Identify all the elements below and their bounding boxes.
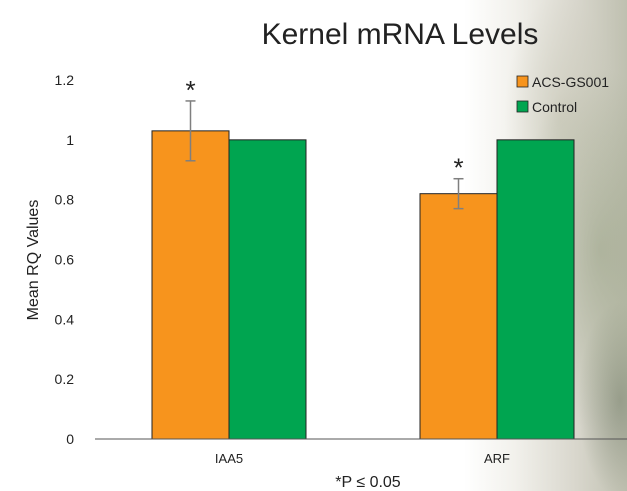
bar-acs-gs001-arf (419, 193, 498, 440)
bar-control-arf (496, 139, 575, 440)
legend-label: ACS-GS001 (532, 74, 609, 90)
x-axis-categories: IAA5 ARF (215, 451, 510, 466)
y-tick-label: 1 (66, 132, 74, 148)
legend-swatch-control (516, 100, 529, 113)
bars-group: ** (151, 75, 575, 440)
significance-star: * (453, 153, 463, 183)
x-tick-label: IAA5 (215, 451, 243, 466)
bar-acs-gs001-iaa5 (151, 130, 230, 440)
bar-control-iaa5 (228, 139, 307, 440)
y-tick-label: 1.2 (55, 72, 75, 88)
y-tick-label: 0.8 (55, 192, 75, 208)
significance-footnote: *P ≤ 0.05 (335, 474, 401, 491)
y-tick-label: 0.2 (55, 371, 75, 387)
legend: ACS-GS001 Control (516, 74, 609, 115)
y-axis-ticks: 0 0.2 0.4 0.6 0.8 1 1.2 (55, 72, 75, 447)
y-axis-label: Mean RQ Values (25, 200, 42, 321)
significance-star: * (185, 75, 195, 105)
y-tick-label: 0 (66, 431, 74, 447)
y-tick-label: 0.6 (55, 252, 75, 268)
y-tick-label: 0.4 (55, 311, 75, 327)
x-tick-label: ARF (484, 451, 510, 466)
chart-title: Kernel mRNA Levels (262, 18, 539, 51)
legend-label: Control (532, 99, 577, 115)
legend-swatch-acs-gs001 (516, 75, 529, 88)
